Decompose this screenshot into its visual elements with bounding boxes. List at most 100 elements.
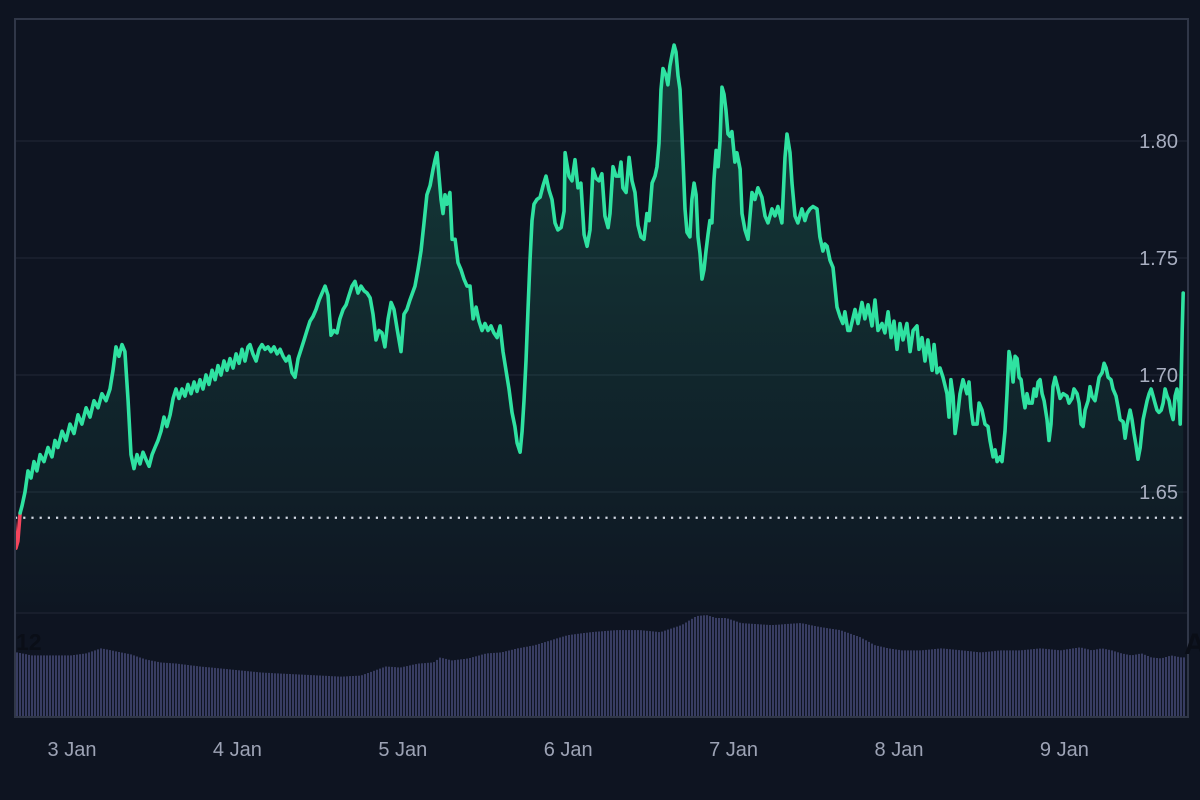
volume-bar [316,675,318,716]
volume-bar [655,631,657,716]
volume-bar [763,624,765,716]
volume-bar [748,623,750,716]
volume-bar [874,645,876,716]
volume-bar [559,637,561,716]
volume-bar [985,651,987,716]
volume-bar [448,659,450,716]
volume-bar [754,624,756,716]
volume-bar [109,650,111,716]
volume-bar [736,621,738,716]
volume-bar [238,670,240,716]
volume-bar [229,669,231,716]
volume-bar [121,652,123,716]
volume-bar [532,645,534,716]
volume-bar [604,631,606,716]
volume-bar [331,676,333,716]
volume-bar [784,624,786,716]
volume-bar [292,674,294,716]
volume-bar [745,623,747,716]
volume-bar [523,647,525,716]
volume-bar [889,648,891,716]
volume-bar [1141,653,1143,716]
volume-bar [1105,649,1107,716]
volume-bar [841,630,843,716]
volume-bar [529,646,531,716]
volume-bar [1012,650,1014,716]
volume-bar [46,655,48,716]
volume-bar [898,649,900,716]
volume-bar [967,651,969,716]
x-axis-date-label: 6 Jan [544,739,593,761]
volume-bar [976,652,978,716]
volume-bar [100,648,102,716]
volume-bar [472,657,474,716]
volume-bar [112,650,114,716]
volume-bar [313,675,315,716]
volume-bar [547,641,549,716]
volume-bar [40,655,42,716]
volume-bar [796,623,798,716]
volume-bar [973,651,975,716]
volume-bar [415,664,417,716]
volume-bar [469,658,471,716]
volume-bar [1168,656,1170,716]
volume-bar [1066,649,1068,716]
volume-bar [85,653,87,716]
volume-bar [364,674,366,716]
volume-bar [844,631,846,716]
volume-bar [304,674,306,716]
volume-bar [1138,653,1140,716]
volume-bar [22,653,24,716]
volume-bar [892,649,894,716]
volume-bar [1132,655,1134,716]
volume-bar [550,640,552,716]
volume-bar [58,655,60,716]
volume-bar [247,671,249,716]
volume-bar [937,648,939,716]
volume-bar [505,651,507,716]
volume-bar [859,637,861,716]
volume-bar [82,653,84,716]
volume-bar [826,628,828,716]
volume-bar [1114,651,1116,716]
volume-bar [97,649,99,716]
volume-bar [124,653,126,716]
volume-bar [634,630,636,716]
volume-bar [556,638,558,716]
volume-bar [223,668,225,716]
volume-bar [1126,654,1128,716]
volume-bar [136,656,138,716]
volume-bar [76,654,78,716]
volume-bar [1174,656,1176,716]
volume-bar [925,649,927,716]
volume-bar [496,652,498,716]
volume-bar [823,627,825,716]
volume-bar [1015,650,1017,716]
volume-bar [460,659,462,716]
volume-bar [1024,649,1026,716]
volume-bar [724,618,726,716]
volume-bar [169,663,171,716]
volume-bar [1057,650,1059,716]
volume-bar [241,670,243,716]
volume-bar [934,649,936,716]
volume-bar [151,660,153,716]
volume-bar [508,650,510,716]
volume-bar [343,676,345,716]
volume-bar [283,673,285,716]
volume-bar [667,629,669,716]
volume-bar [262,672,264,716]
volume-bar [988,651,990,716]
volume-bar [394,667,396,716]
volume-bar [862,638,864,716]
volume-bar [118,652,120,716]
volume-bar [64,655,66,716]
volume-bar [781,624,783,716]
volume-bar [727,618,729,716]
volume-bar [913,650,915,716]
volume-bar [382,667,384,716]
volume-bar [199,666,201,716]
volume-bar [463,659,465,716]
volume-bar [778,624,780,716]
